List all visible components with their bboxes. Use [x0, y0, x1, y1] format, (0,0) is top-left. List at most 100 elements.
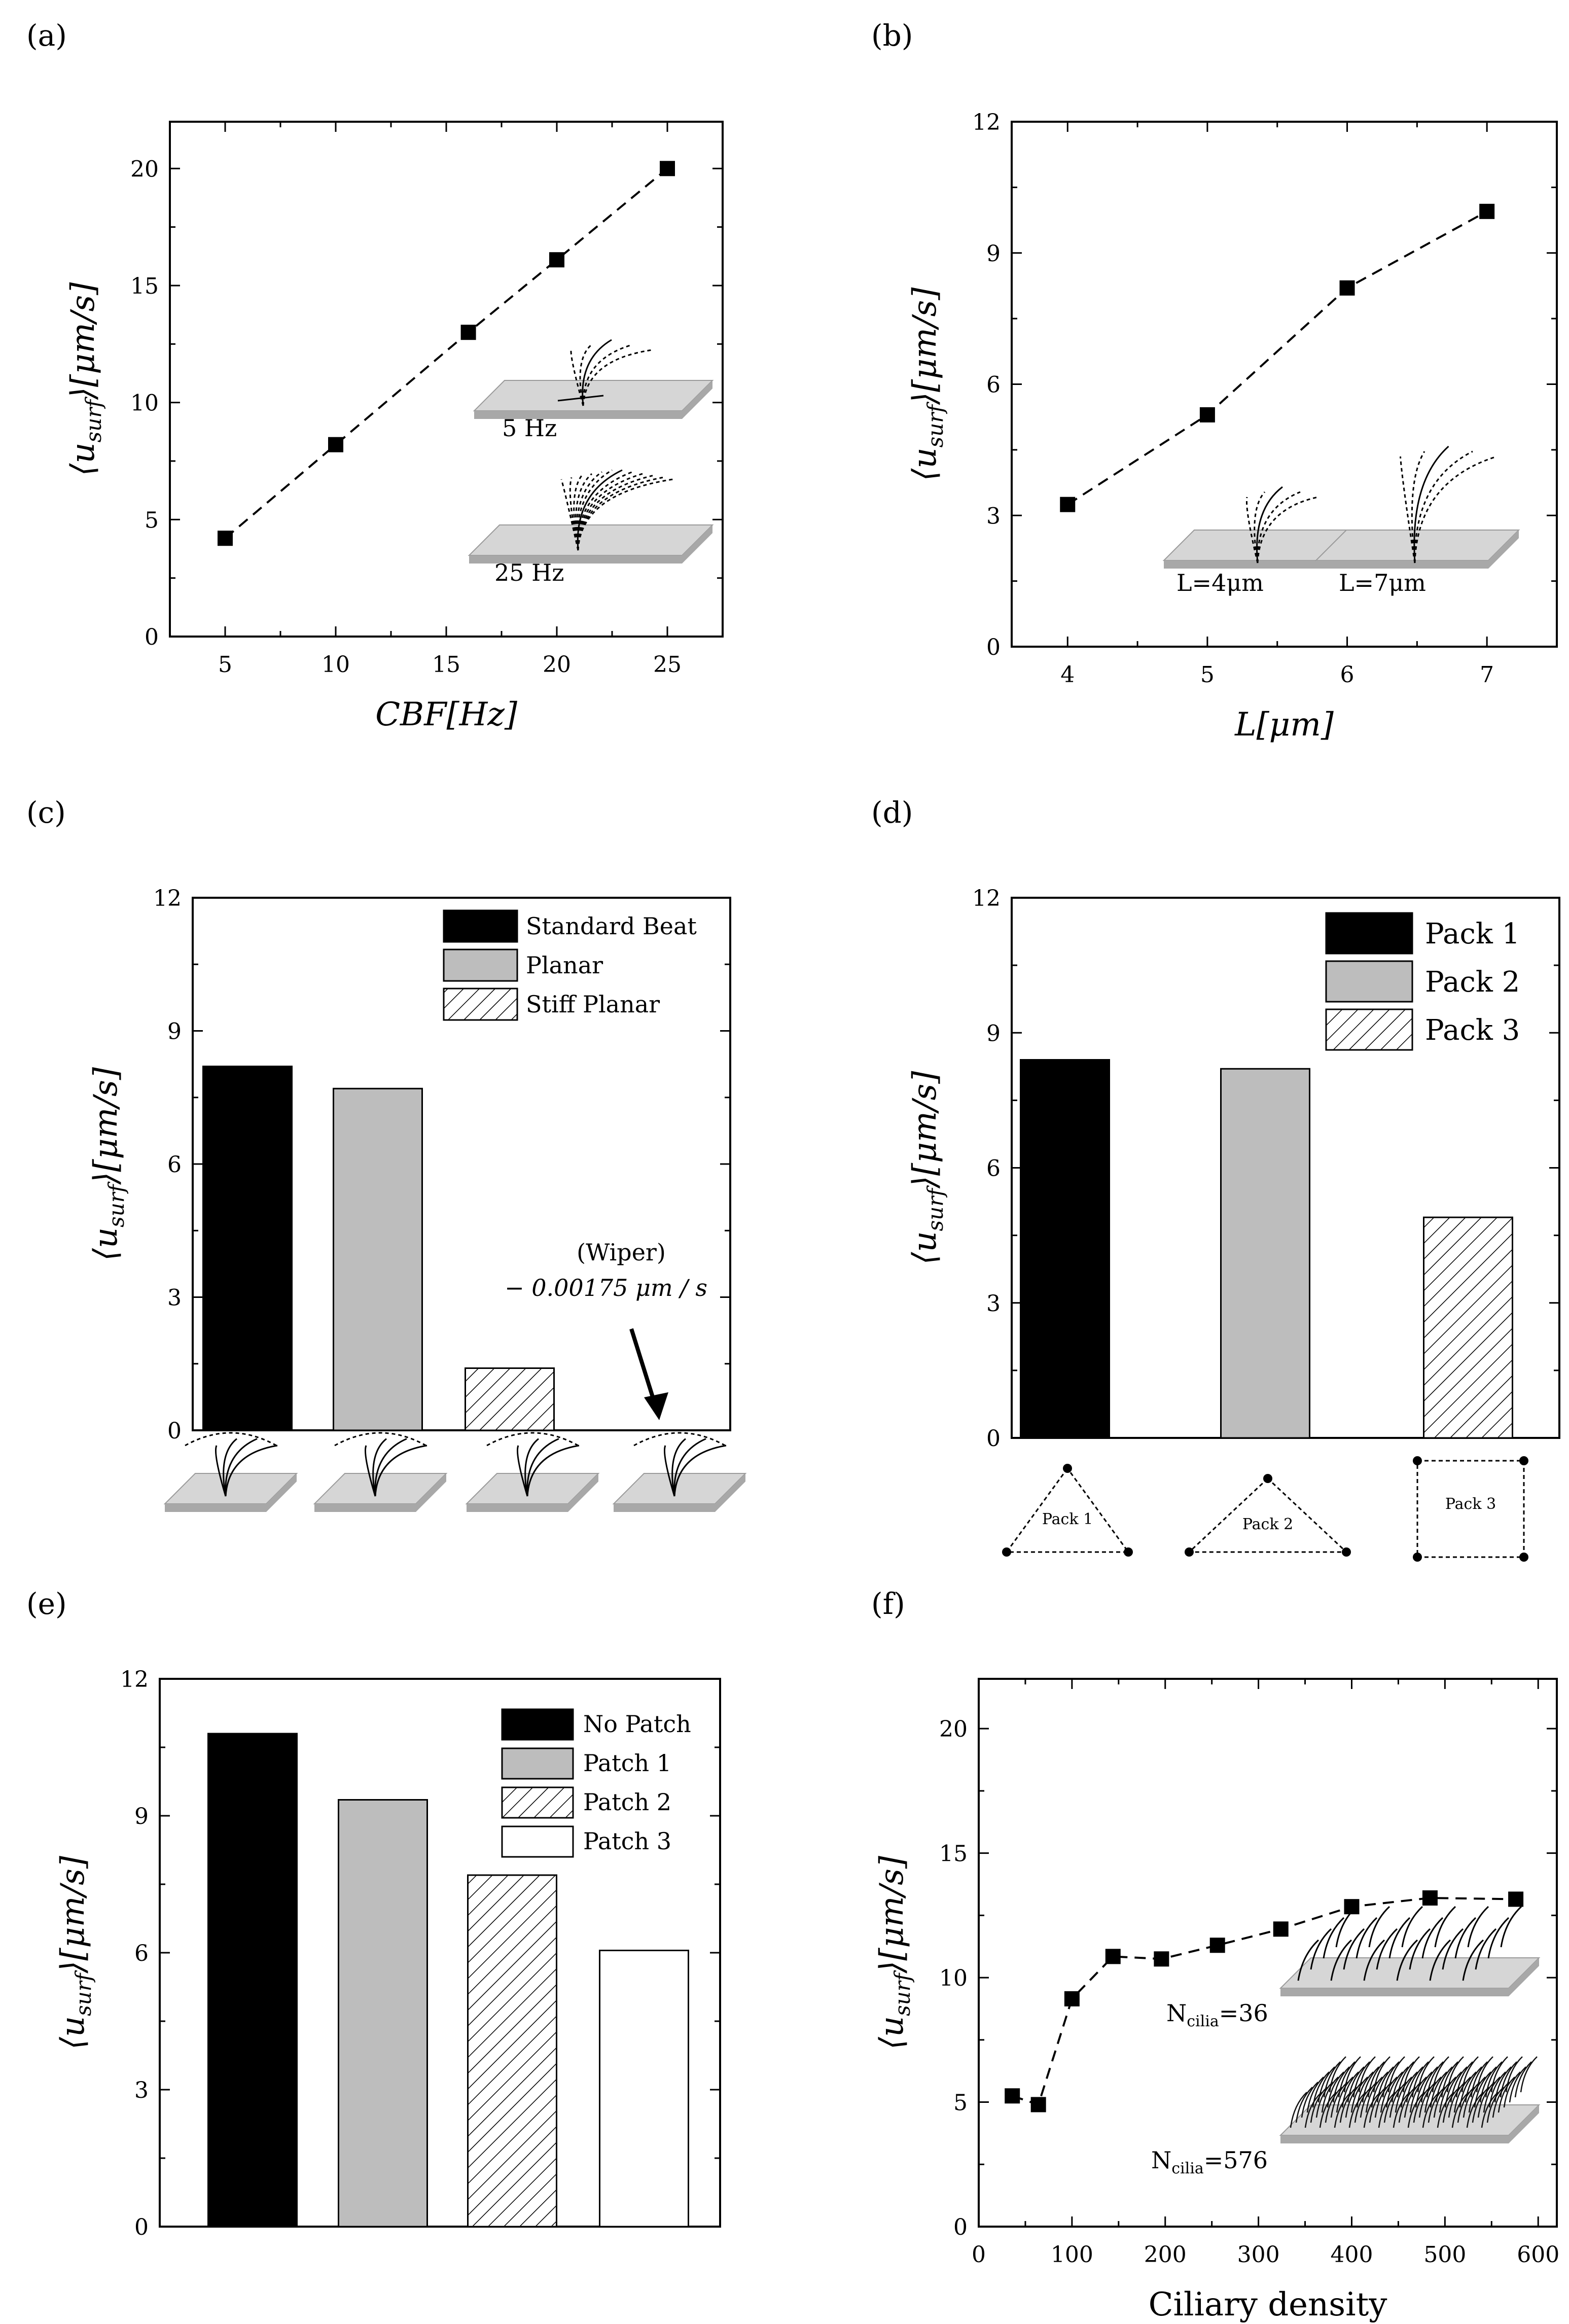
- beat-icon-cilium: [671, 1438, 686, 1497]
- inset-cilium: [1430, 2071, 1447, 2108]
- inset-cilium: [1422, 2092, 1440, 2128]
- inset-cilium: [1388, 1917, 1411, 1959]
- x-tick-label: 25: [653, 652, 682, 678]
- beat-icon-cilium: [526, 1445, 580, 1497]
- inset-cilium: [1350, 2076, 1368, 2113]
- pack-node: [1002, 1547, 1011, 1557]
- bar: [207, 1733, 298, 2228]
- surface-plate-side: [568, 1473, 598, 1512]
- panel-label: (e): [26, 1587, 67, 1621]
- inset-cilium: [1310, 2087, 1328, 2123]
- y-tick-label: 3: [986, 503, 1001, 529]
- panel-a: (a) 0 5 10 15 20 ⟨usurf⟩[μm/s] 5 10 15 20 25 CBF[Hz]…: [26, 18, 724, 733]
- x-axis-label: L[μm]: [1234, 706, 1334, 744]
- legend-swatch: [501, 1708, 574, 1741]
- x-tick-label: 0: [972, 2242, 986, 2268]
- inset-cilium: [1483, 2076, 1501, 2113]
- y-tick-label: 9: [134, 1804, 149, 1829]
- y-tick-label: 15: [939, 1841, 968, 1867]
- inset-cilium: [1295, 2087, 1313, 2123]
- wiper-annotation: (Wiper): [577, 1239, 666, 1266]
- bar: [465, 1367, 555, 1431]
- legend-swatch: [1325, 912, 1413, 955]
- wiper-arrowhead: [644, 1392, 668, 1420]
- inset-cilium: [1503, 2071, 1521, 2108]
- data-point: [218, 531, 233, 546]
- inset-cilium: [1462, 1939, 1484, 1981]
- text-span: surf: [104, 1181, 129, 1227]
- text-span: ⟨u: [87, 1227, 125, 1261]
- inset-cilium: [1448, 2082, 1466, 2118]
- inset-cilium: [1459, 2071, 1477, 2108]
- x-axis-label: CBF[Hz]: [375, 696, 518, 733]
- inset-cilium: [1479, 2066, 1497, 2103]
- bar: [1423, 1216, 1513, 1439]
- data-point: [1209, 1938, 1225, 1953]
- text-span: ⟩[μm/s]: [87, 1067, 125, 1185]
- surface-plate-side: [1509, 2105, 1539, 2143]
- inset-cilium: [1466, 2092, 1484, 2128]
- inset-cilium: [1330, 2082, 1348, 2118]
- inset-cilium: [1418, 2082, 1436, 2118]
- beat-icon-cilium: [673, 1445, 727, 1497]
- inset-cilium: [1487, 1917, 1510, 1959]
- inset-cilium: [1306, 2076, 1324, 2113]
- inset-cilium: [1409, 1928, 1431, 1970]
- beat-icon-cilium: [517, 1445, 528, 1497]
- legend-swatch: [1325, 1008, 1413, 1051]
- y-tick-label: 6: [986, 372, 1001, 398]
- y-tick-label: 9: [167, 1019, 182, 1045]
- inset-cilium: [1290, 2092, 1307, 2128]
- series-line: [1067, 210, 1488, 506]
- inset-cilium: [1393, 2092, 1410, 2128]
- legend-label: Pack 1: [1425, 918, 1520, 950]
- inset-plate-5hz: [473, 380, 714, 411]
- y-tick-label: 12: [153, 886, 182, 911]
- x-tick-label: 4: [1060, 662, 1075, 688]
- inset-cilium: [1310, 1928, 1332, 1970]
- inset-cilium: [1441, 2061, 1458, 2098]
- cilium-l7: [1414, 450, 1473, 564]
- inset-cilium: [1345, 2082, 1363, 2118]
- inset-cilium: [1323, 2061, 1341, 2098]
- surface-plate-side: [715, 1473, 745, 1512]
- cilium-beat-25hz: [575, 473, 592, 551]
- x-tick-label: 600: [1517, 2242, 1559, 2268]
- beat-icon-cilium: [372, 1438, 387, 1497]
- inset-cilium: [1317, 2066, 1335, 2103]
- inset-cilium: [1486, 2087, 1504, 2123]
- inset-cilium: [1395, 2076, 1412, 2113]
- y-tick-label: 10: [130, 391, 159, 416]
- inset-label-l4: L=4μm: [1176, 569, 1264, 596]
- inset-cilium: [1500, 1906, 1522, 1948]
- surface-plate-side: [416, 1473, 446, 1512]
- inset-plate-36: [1279, 1957, 1541, 1989]
- legend-label: Patch 1: [583, 1749, 671, 1777]
- data-point: [1030, 2097, 1046, 2112]
- data-point: [1154, 1951, 1169, 1967]
- cilium-beat-5hz: [582, 339, 612, 406]
- inset-cilium: [1514, 2061, 1532, 2098]
- inset-cilium: [1500, 2061, 1517, 2098]
- inset-cilium: [1488, 2071, 1506, 2108]
- inset-cilium: [1374, 2082, 1392, 2118]
- legend-swatch: [501, 1747, 574, 1780]
- inset-cilium: [1481, 2092, 1499, 2128]
- y-tick-label: 0: [953, 2214, 968, 2240]
- text-span: =36: [1219, 1999, 1268, 2027]
- inset-cilium: [1434, 1906, 1456, 1948]
- pack-node: [1519, 1456, 1528, 1465]
- inset-cilium: [1415, 2071, 1433, 2108]
- data-point: [460, 325, 476, 340]
- y-tick-label: 12: [972, 886, 1001, 911]
- data-point: [1064, 1991, 1080, 2006]
- pack-node: [1185, 1547, 1194, 1557]
- inset-cilium: [1453, 2076, 1471, 2113]
- inset-cilium: [1356, 2071, 1374, 2108]
- legend-swatch: [443, 909, 518, 943]
- cilium-beat-5hz: [579, 344, 592, 406]
- y-tick-label: 0: [145, 624, 159, 650]
- cilium-l4: [1256, 486, 1283, 564]
- series-line: [224, 167, 668, 539]
- inset-cilium: [1461, 2056, 1479, 2093]
